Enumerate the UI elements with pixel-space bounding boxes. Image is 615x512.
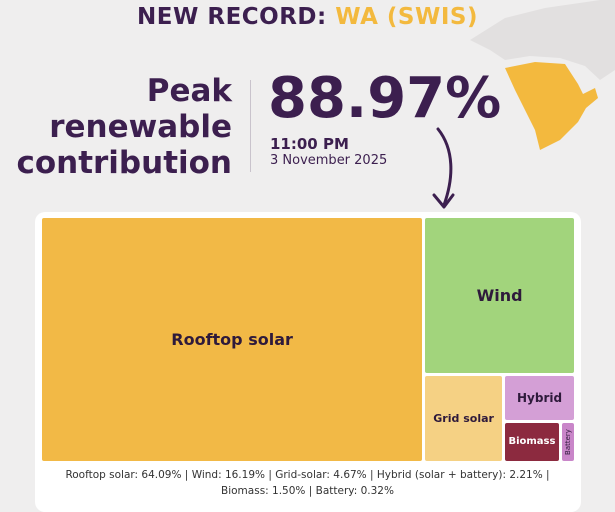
peak-label-line1: Peak (146, 73, 232, 109)
tile-biomass: Biomass (505, 422, 559, 461)
legend-entry: Hybrid (solar + battery): 2.21% (376, 469, 543, 481)
legend-separator: | (305, 485, 316, 497)
wa-map-shape (470, 0, 615, 150)
chart-caption: Rooftop solar: 64.09% | Wind: 16.19% | G… (40, 467, 575, 499)
legend-entry: Rooftop solar: 64.09% (65, 469, 182, 481)
legend-entry: Battery: 0.32% (315, 485, 394, 497)
legend-entry: Grid-solar: 4.67% (275, 469, 367, 481)
tile-biomass-label: Biomass (508, 436, 556, 448)
legend-entry: Wind: 16.19% (191, 469, 265, 481)
tile-battery-label: Battery (563, 428, 572, 455)
tile-battery: Battery (561, 422, 574, 461)
headline-region: WA (SWIS) (335, 4, 478, 30)
tile-wind-label: Wind (476, 286, 523, 306)
peak-label-line3: contribution (16, 145, 232, 181)
curved-arrow-icon (432, 127, 455, 209)
legend-separator: | (181, 469, 192, 481)
peak-time: 11:00 PM (270, 135, 349, 153)
peak-label-line2: renewable (49, 109, 232, 145)
tile-rooftop-solar-label: Rooftop solar (171, 330, 293, 349)
divider (250, 80, 251, 172)
peak-value: 88.97% (268, 66, 502, 131)
tile-grid-solar: Grid solar (425, 376, 503, 461)
legend-separator: | (366, 469, 377, 481)
tile-hybrid-label: Hybrid (516, 390, 563, 405)
tile-wind: Wind (425, 218, 574, 374)
tile-rooftop-solar: Rooftop solar (42, 218, 423, 461)
peak-label: Peak renewable contribution (16, 73, 232, 181)
legend-separator: | (542, 469, 550, 481)
headline: NEW RECORD: WA (SWIS) (0, 4, 615, 30)
peak-date: 3 November 2025 (270, 153, 388, 168)
tile-grid-solar-label: Grid solar (433, 412, 494, 426)
legend-separator: | (265, 469, 276, 481)
tile-hybrid: Hybrid (505, 376, 574, 420)
chart-panel: Rooftop solar Wind Grid solar Hybrid Biomass… (35, 212, 581, 512)
legend-entry: Biomass: 1.50% (221, 485, 306, 497)
headline-prefix: NEW RECORD: (137, 4, 327, 30)
